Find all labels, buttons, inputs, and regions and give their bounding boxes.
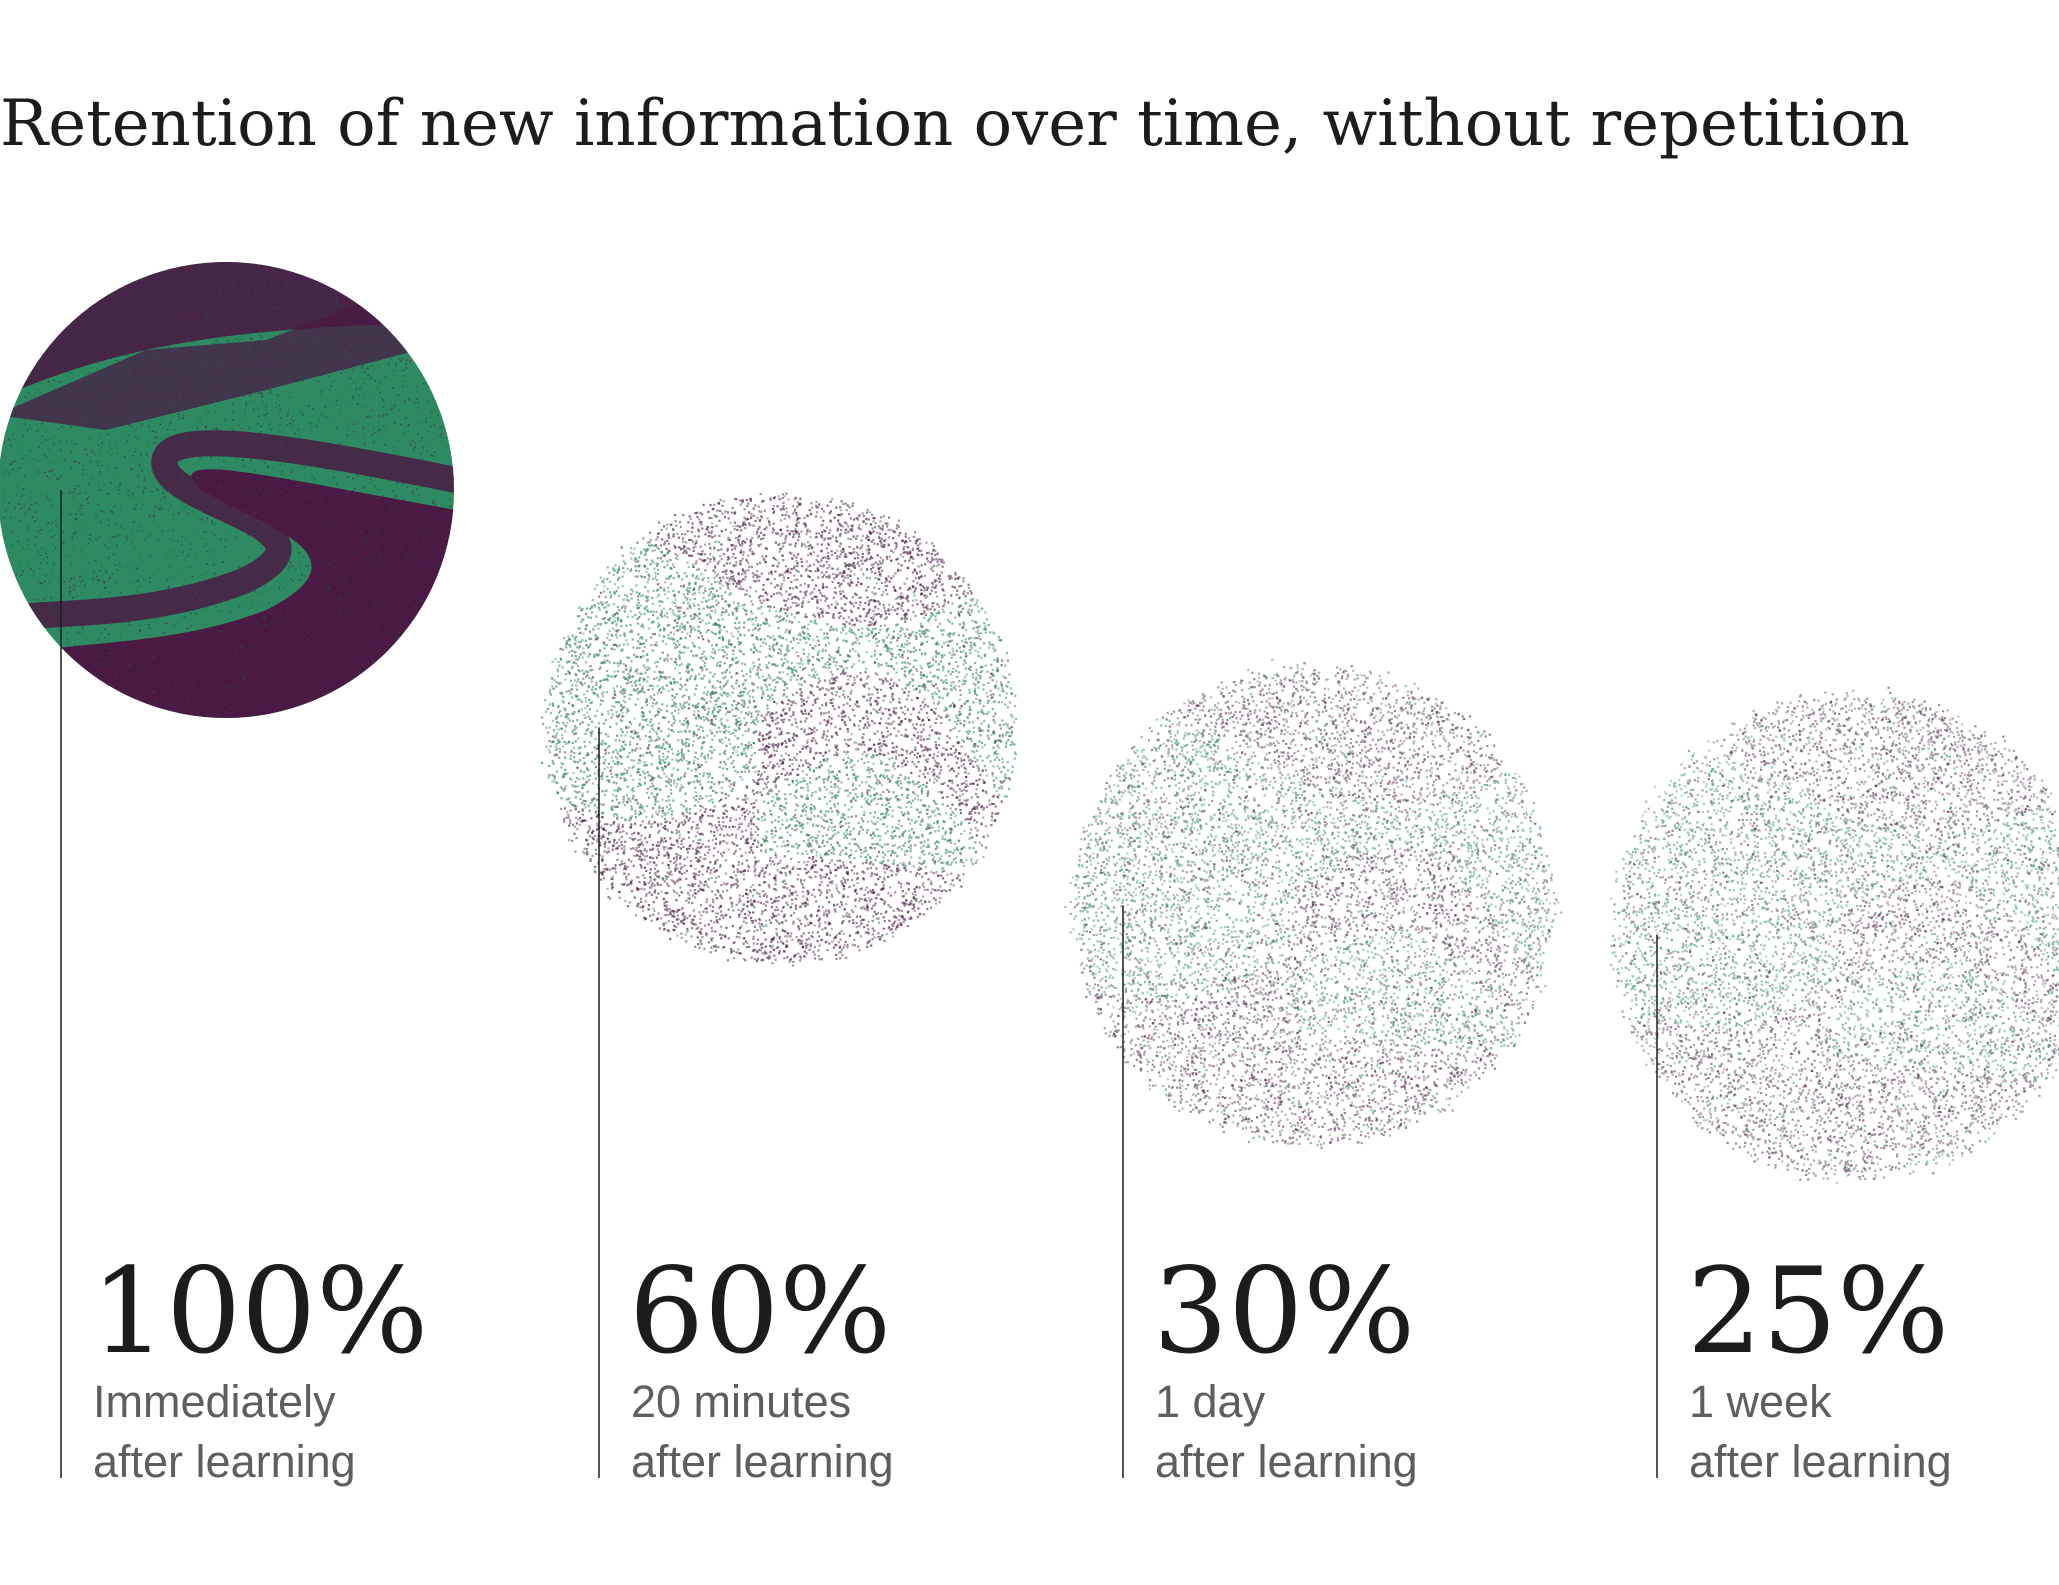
time-label-4-line-1: 1 week: [1689, 1376, 1832, 1427]
time-label-3-line-2: after learning: [1155, 1436, 1418, 1487]
time-label-3-line-1: 1 day: [1155, 1376, 1266, 1427]
retention-circle-2: [541, 492, 1017, 966]
time-label-1-line-2: after learning: [93, 1436, 356, 1487]
value-label-3: 30%: [1153, 1242, 1415, 1380]
retention-circle-3: [1064, 659, 1562, 1149]
time-label-1-line-1: Immediately: [93, 1376, 336, 1427]
column-4: 25%1 week after learning: [1610, 687, 2059, 1487]
value-label-2: 60%: [629, 1242, 891, 1380]
time-label-2-line-1: 20 minutes: [631, 1376, 851, 1427]
retention-circle-1: [0, 262, 456, 720]
time-label-4-line-2: after learning: [1689, 1436, 1952, 1487]
retention-circle-4: [1610, 687, 2059, 1184]
column-1: 100%Immediately after learning: [0, 262, 456, 1487]
time-label-2-line-2: after learning: [631, 1436, 894, 1487]
value-label-1: 100%: [91, 1242, 428, 1380]
column-3: 30%1 day after learning: [1064, 659, 1562, 1487]
column-2: 60%20 minutes after learning: [541, 492, 1017, 1487]
value-label-4: 25%: [1687, 1242, 1949, 1380]
